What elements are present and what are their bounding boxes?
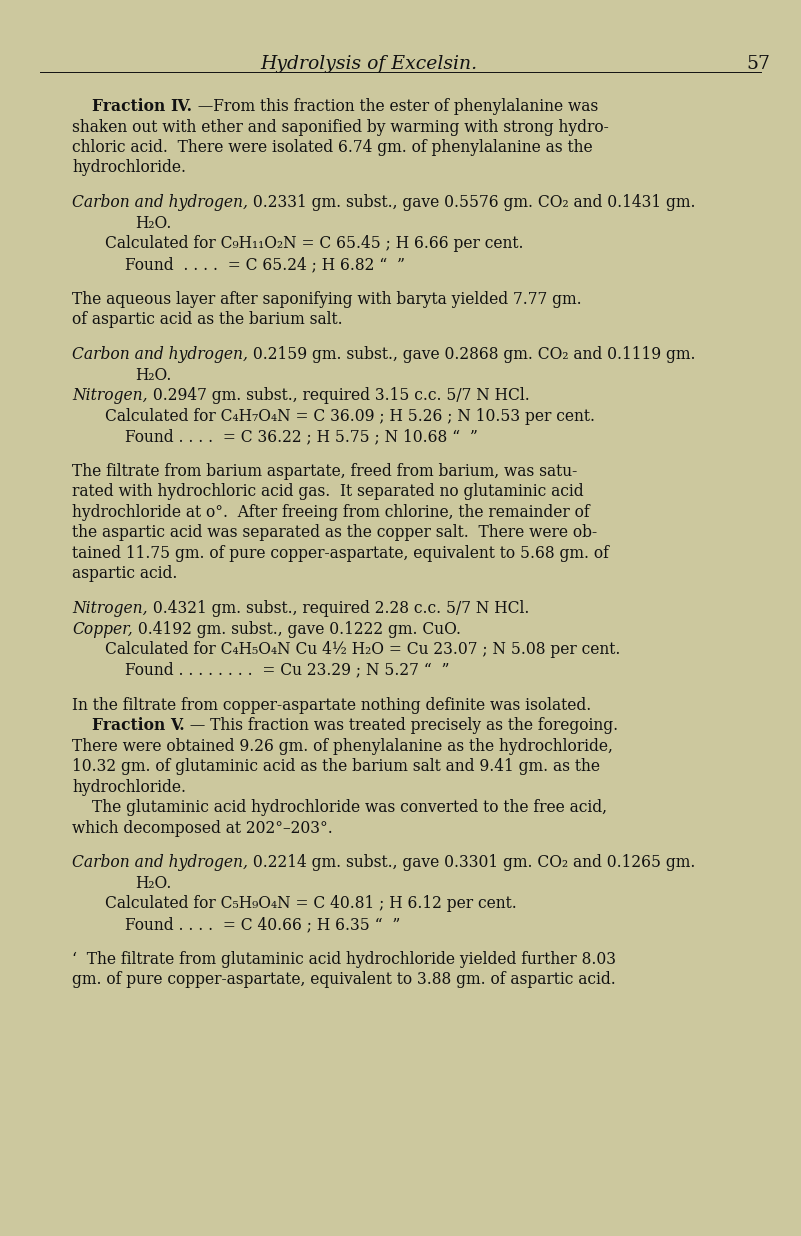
Text: 0.4192 gm. subst., gave 0.1222 gm. CuO.: 0.4192 gm. subst., gave 0.1222 gm. CuO. <box>133 620 461 638</box>
Text: Carbon and hydrogen,: Carbon and hydrogen, <box>72 346 248 363</box>
Text: Calculated for C₅H₉O₄N = C 40.81 ; H 6.12 per cent.: Calculated for C₅H₉O₄N = C 40.81 ; H 6.1… <box>105 895 517 912</box>
Text: —From this fraction the ester of phenylalanine was: —From this fraction the ester of phenyla… <box>192 98 598 115</box>
Text: — This fraction was treated precisely as the foregoing.: — This fraction was treated precisely as… <box>185 717 618 734</box>
Text: H₂O.: H₂O. <box>135 875 171 892</box>
Text: Found  . . . .  = C 65.24 ; H 6.82 “  ”: Found . . . . = C 65.24 ; H 6.82 “ ” <box>125 256 405 273</box>
Text: Carbon and hydrogen,: Carbon and hydrogen, <box>72 194 248 211</box>
Text: ‘  The filtrate from glutaminic acid hydrochloride yielded further 8.03: ‘ The filtrate from glutaminic acid hydr… <box>72 950 616 968</box>
Text: Calculated for C₄H₇O₄N = C 36.09 ; H 5.26 ; N 10.53 per cent.: Calculated for C₄H₇O₄N = C 36.09 ; H 5.2… <box>105 408 595 424</box>
Text: hydrochloride.: hydrochloride. <box>72 779 186 796</box>
Text: Calculated for C₄H₅O₄N Cu 4½ H₂O = Cu 23.07 ; N 5.08 per cent.: Calculated for C₄H₅O₄N Cu 4½ H₂O = Cu 23… <box>105 641 621 659</box>
Text: which decomposed at 202°–203°.: which decomposed at 202°–203°. <box>72 819 332 837</box>
Text: The filtrate from barium aspartate, freed from barium, was satu-: The filtrate from barium aspartate, free… <box>72 464 578 480</box>
Text: In the filtrate from copper-aspartate nothing definite was isolated.: In the filtrate from copper-aspartate no… <box>72 697 591 713</box>
Text: IV.: IV. <box>171 98 192 115</box>
Text: H₂O.: H₂O. <box>135 367 171 383</box>
Text: aspartic acid.: aspartic acid. <box>72 565 177 582</box>
Text: Calculated for C₉H₁₁O₂N = C 65.45 ; H 6.66 per cent.: Calculated for C₉H₁₁O₂N = C 65.45 ; H 6.… <box>105 235 524 252</box>
Text: 0.4321 gm. subst., required 2.28 c.c. 5/7 N HCl.: 0.4321 gm. subst., required 2.28 c.c. 5/… <box>147 601 529 617</box>
Text: Carbon and hydrogen,: Carbon and hydrogen, <box>72 854 248 871</box>
Text: Found . . . . . . . .  = Cu 23.29 ; N 5.27 “  ”: Found . . . . . . . . = Cu 23.29 ; N 5.2… <box>125 661 449 679</box>
Text: 0.2214 gm. subst., gave 0.3301 gm. CO₂ and 0.1265 gm.: 0.2214 gm. subst., gave 0.3301 gm. CO₂ a… <box>248 854 695 871</box>
Text: V.: V. <box>171 717 185 734</box>
Text: 10.32 gm. of glutaminic acid as the barium salt and 9.41 gm. as the: 10.32 gm. of glutaminic acid as the bari… <box>72 758 600 775</box>
Text: the aspartic acid was separated as the copper salt.  There were ob-: the aspartic acid was separated as the c… <box>72 524 597 541</box>
Text: There were obtained 9.26 gm. of phenylalanine as the hydrochloride,: There were obtained 9.26 gm. of phenylal… <box>72 738 613 755</box>
Text: Nitrogen,: Nitrogen, <box>72 387 147 404</box>
Text: tained 11.75 gm. of pure copper-aspartate, equivalent to 5.68 gm. of: tained 11.75 gm. of pure copper-aspartat… <box>72 545 609 562</box>
Text: Fraction: Fraction <box>92 717 171 734</box>
Text: hydrochloride at o°.  After freeing from chlorine, the remainder of: hydrochloride at o°. After freeing from … <box>72 504 590 520</box>
Text: Fraction: Fraction <box>92 98 171 115</box>
Text: 0.2159 gm. subst., gave 0.2868 gm. CO₂ and 0.1119 gm.: 0.2159 gm. subst., gave 0.2868 gm. CO₂ a… <box>248 346 695 363</box>
Text: Found . . . .  = C 36.22 ; H 5.75 ; N 10.68 “  ”: Found . . . . = C 36.22 ; H 5.75 ; N 10.… <box>125 428 478 445</box>
Text: The aqueous layer after saponifying with baryta yielded 7.77 gm.: The aqueous layer after saponifying with… <box>72 290 582 308</box>
Text: rated with hydrochloric acid gas.  It separated no glutaminic acid: rated with hydrochloric acid gas. It sep… <box>72 483 584 501</box>
Text: 57: 57 <box>746 54 770 73</box>
Text: Found . . . .  = C 40.66 ; H 6.35 “  ”: Found . . . . = C 40.66 ; H 6.35 “ ” <box>125 916 400 933</box>
Text: chloric acid.  There were isolated 6.74 gm. of phenylalanine as the: chloric acid. There were isolated 6.74 g… <box>72 138 593 156</box>
Text: shaken out with ether and saponified by warming with strong hydro-: shaken out with ether and saponified by … <box>72 119 609 136</box>
Text: 0.2331 gm. subst., gave 0.5576 gm. CO₂ and 0.1431 gm.: 0.2331 gm. subst., gave 0.5576 gm. CO₂ a… <box>248 194 695 211</box>
Text: gm. of pure copper-aspartate, equivalent to 3.88 gm. of aspartic acid.: gm. of pure copper-aspartate, equivalent… <box>72 971 616 989</box>
Text: Hydrolysis of Excelsin.: Hydrolysis of Excelsin. <box>260 54 477 73</box>
Text: of aspartic acid as the barium salt.: of aspartic acid as the barium salt. <box>72 311 343 329</box>
Text: H₂O.: H₂O. <box>135 215 171 232</box>
Text: hydrochloride.: hydrochloride. <box>72 159 186 177</box>
Text: The glutaminic acid hydrochloride was converted to the free acid,: The glutaminic acid hydrochloride was co… <box>92 800 607 816</box>
Text: Nitrogen,: Nitrogen, <box>72 601 147 617</box>
Text: 0.2947 gm. subst., required 3.15 c.c. 5/7 N HCl.: 0.2947 gm. subst., required 3.15 c.c. 5/… <box>147 387 529 404</box>
Text: Copper,: Copper, <box>72 620 133 638</box>
